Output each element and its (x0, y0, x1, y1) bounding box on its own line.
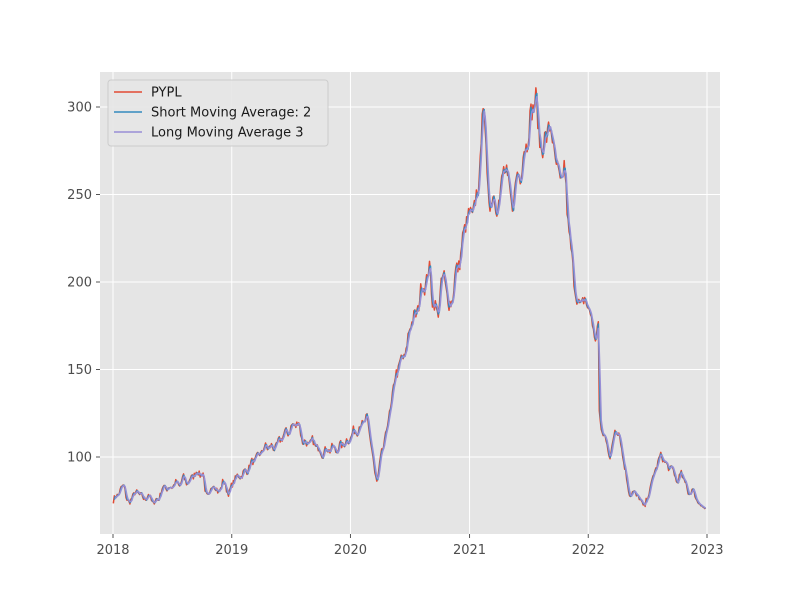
x-axis: 2018 2019 2020 2021 2022 2023 (96, 534, 724, 558)
x-tick-label: 2022 (572, 543, 605, 558)
x-tick-label: 2021 (453, 543, 486, 558)
x-tick-label: 2018 (96, 543, 129, 558)
legend-label: PYPL (151, 86, 182, 101)
series-group (112, 87, 707, 510)
legend-label: Short Moving Average: 2 (151, 106, 311, 121)
y-axis: 100 150 200 250 300 (67, 101, 100, 466)
x-tick-label: 2023 (690, 543, 723, 558)
x-tick-label: 2020 (334, 543, 367, 558)
y-tick-label: 300 (67, 101, 92, 116)
y-tick-label: 150 (67, 363, 92, 378)
legend: PYPL Short Moving Average: 2 Long Moving A… (107, 79, 329, 147)
legend-box (107, 79, 329, 147)
x-tick-label: 2019 (215, 543, 248, 558)
y-tick-label: 200 (67, 276, 92, 291)
grid (100, 72, 720, 534)
y-tick-label: 100 (67, 451, 92, 466)
y-tick-label: 250 (67, 188, 92, 203)
series-line-3 (114, 95, 706, 509)
legend-label: Long Moving Average 3 (151, 126, 303, 141)
